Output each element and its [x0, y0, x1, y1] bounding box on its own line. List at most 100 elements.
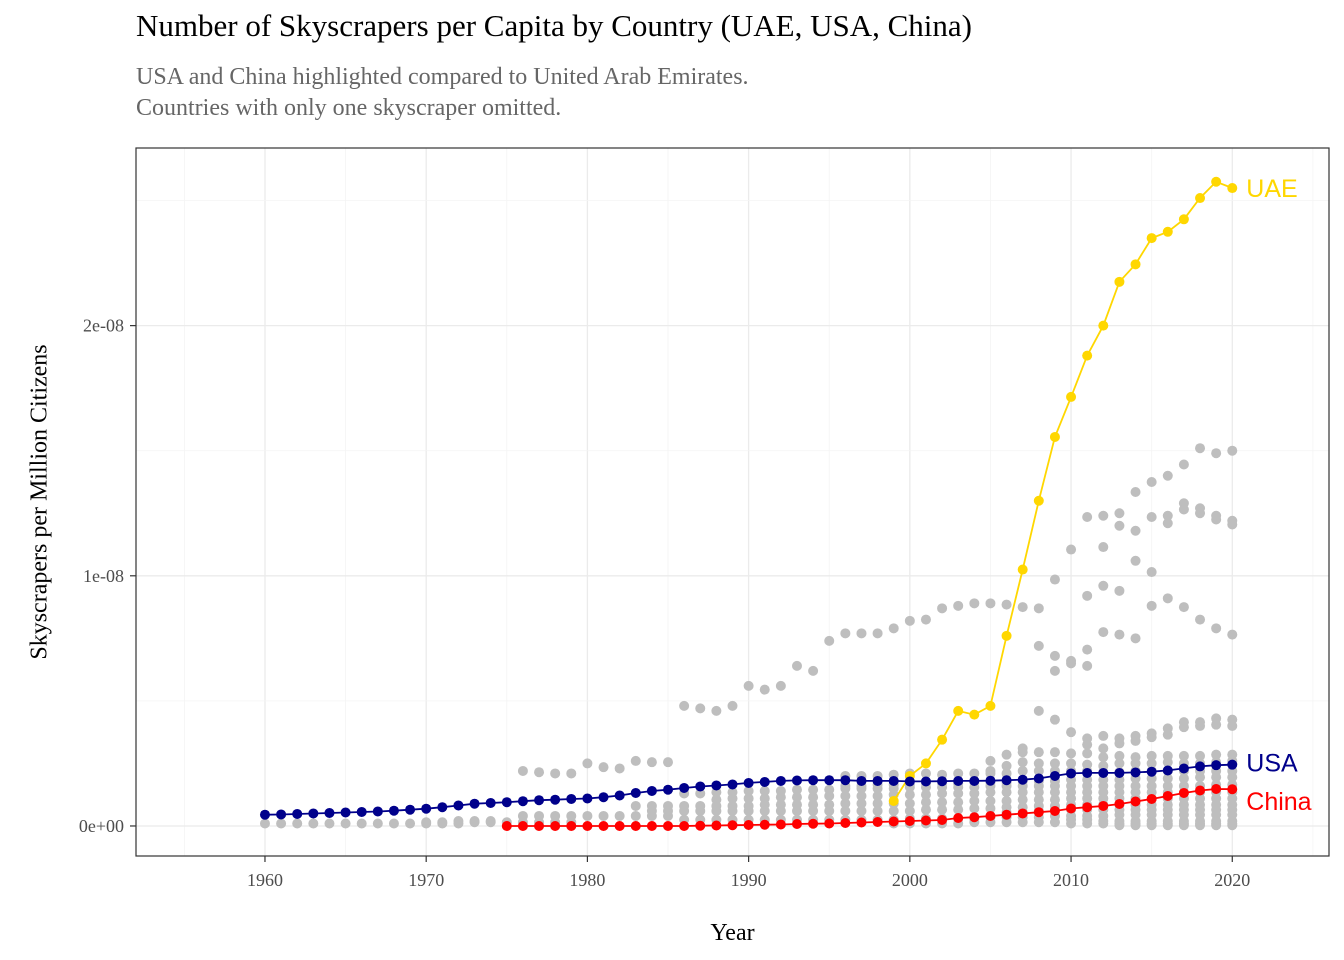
series-point-china	[517, 820, 528, 831]
other-country-point	[1033, 765, 1044, 776]
other-country-point	[1098, 580, 1109, 591]
series-point-china	[695, 820, 706, 831]
series-point-china	[1033, 807, 1044, 818]
other-country-point	[1146, 476, 1157, 487]
other-country-point	[824, 790, 835, 801]
series-point-china	[1195, 785, 1206, 796]
other-country-point	[840, 628, 851, 639]
other-country-point	[969, 803, 980, 814]
other-country-point	[888, 623, 899, 634]
series-point-uae	[1178, 214, 1189, 225]
other-country-point	[775, 680, 786, 691]
other-country-point	[824, 635, 835, 646]
x-axis-ticks: 1960 1970 1980 1990 2000 2010 2020	[247, 856, 1250, 890]
other-country-point	[485, 815, 496, 826]
series-point-usa	[953, 775, 964, 786]
other-country-point	[743, 805, 754, 816]
other-country-point	[759, 805, 770, 816]
other-country-point	[1001, 749, 1012, 760]
series-point-usa	[453, 800, 464, 811]
series-point-usa	[550, 794, 561, 805]
other-country-point	[1098, 730, 1109, 741]
series-label-usa: USA	[1246, 750, 1298, 778]
series-point-usa	[582, 793, 593, 804]
series-point-china	[1178, 787, 1189, 798]
series-point-usa	[1178, 763, 1189, 774]
series-point-china	[969, 812, 980, 823]
series-point-uae	[985, 700, 996, 711]
other-country-point	[550, 810, 561, 821]
other-country-point	[872, 805, 883, 816]
other-country-point	[1033, 817, 1044, 828]
other-country-point	[1195, 508, 1206, 519]
other-country-point	[453, 815, 464, 826]
other-country-point	[534, 810, 545, 821]
other-country-point	[1227, 804, 1238, 815]
chart-title: Number of Skyscrapers per Capita by Coun…	[136, 8, 972, 43]
series-point-usa	[598, 792, 609, 803]
other-country-point	[356, 818, 367, 829]
other-country-point	[1017, 747, 1028, 758]
other-country-point	[1049, 574, 1060, 585]
series-point-china	[582, 820, 593, 831]
plot-panel-border	[135, 147, 1330, 857]
other-country-point	[791, 660, 802, 671]
x-tick-label: 1990	[731, 870, 767, 890]
other-country-point	[276, 818, 287, 829]
other-country-point	[1066, 818, 1077, 829]
other-country-point	[1049, 747, 1060, 758]
y-tick-label: 0e+00	[79, 816, 124, 836]
other-country-point	[872, 783, 883, 794]
other-country-point	[872, 798, 883, 809]
chart-subtitle: USA and China highlighted compared to Un…	[136, 62, 749, 124]
other-country-point	[1195, 720, 1206, 731]
other-country-point	[1114, 629, 1125, 640]
other-country-point	[292, 818, 303, 829]
series-point-china	[663, 820, 674, 831]
other-country-point	[1001, 787, 1012, 798]
series-point-china	[1146, 793, 1157, 804]
other-country-point	[937, 797, 948, 808]
series-point-usa	[920, 776, 931, 787]
other-country-point	[1146, 512, 1157, 523]
other-country-point	[791, 784, 802, 795]
other-country-point	[517, 810, 528, 821]
other-country-point	[808, 665, 819, 676]
other-country-point	[1146, 567, 1157, 578]
series-point-uae	[1017, 564, 1028, 575]
other-country-point	[711, 805, 722, 816]
series-point-usa	[340, 807, 351, 818]
series-point-usa	[695, 781, 706, 792]
other-country-point	[1082, 818, 1093, 829]
series-point-china	[775, 819, 786, 830]
series-point-uae	[1001, 630, 1012, 641]
other-country-point	[937, 603, 948, 614]
other-country-point	[695, 805, 706, 816]
other-country-point	[324, 818, 335, 829]
other-country-point	[969, 598, 980, 609]
other-country-point	[1211, 514, 1222, 525]
series-point-uae	[1195, 193, 1206, 204]
series-point-china	[872, 816, 883, 827]
series-point-uae	[1066, 391, 1077, 402]
other-country-point	[920, 797, 931, 808]
other-country-point	[727, 793, 738, 804]
other-country-point	[1049, 714, 1060, 725]
series-point-china	[1017, 808, 1028, 819]
series-point-china	[1130, 796, 1141, 807]
other-country-point	[1211, 804, 1222, 815]
other-country-point	[1033, 758, 1044, 769]
other-country-point	[1195, 820, 1206, 831]
other-country-point	[1162, 518, 1173, 529]
other-country-point	[1114, 585, 1125, 596]
other-country-point	[1162, 510, 1173, 521]
other-country-point	[1211, 623, 1222, 634]
series-point-china	[550, 820, 561, 831]
other-country-point	[727, 805, 738, 816]
other-country-point	[743, 793, 754, 804]
series-point-china	[727, 820, 738, 831]
series-line-china	[506, 788, 1233, 827]
series-point-usa	[1114, 767, 1125, 778]
other-country-point	[1178, 602, 1189, 613]
series-point-usa	[614, 790, 625, 801]
